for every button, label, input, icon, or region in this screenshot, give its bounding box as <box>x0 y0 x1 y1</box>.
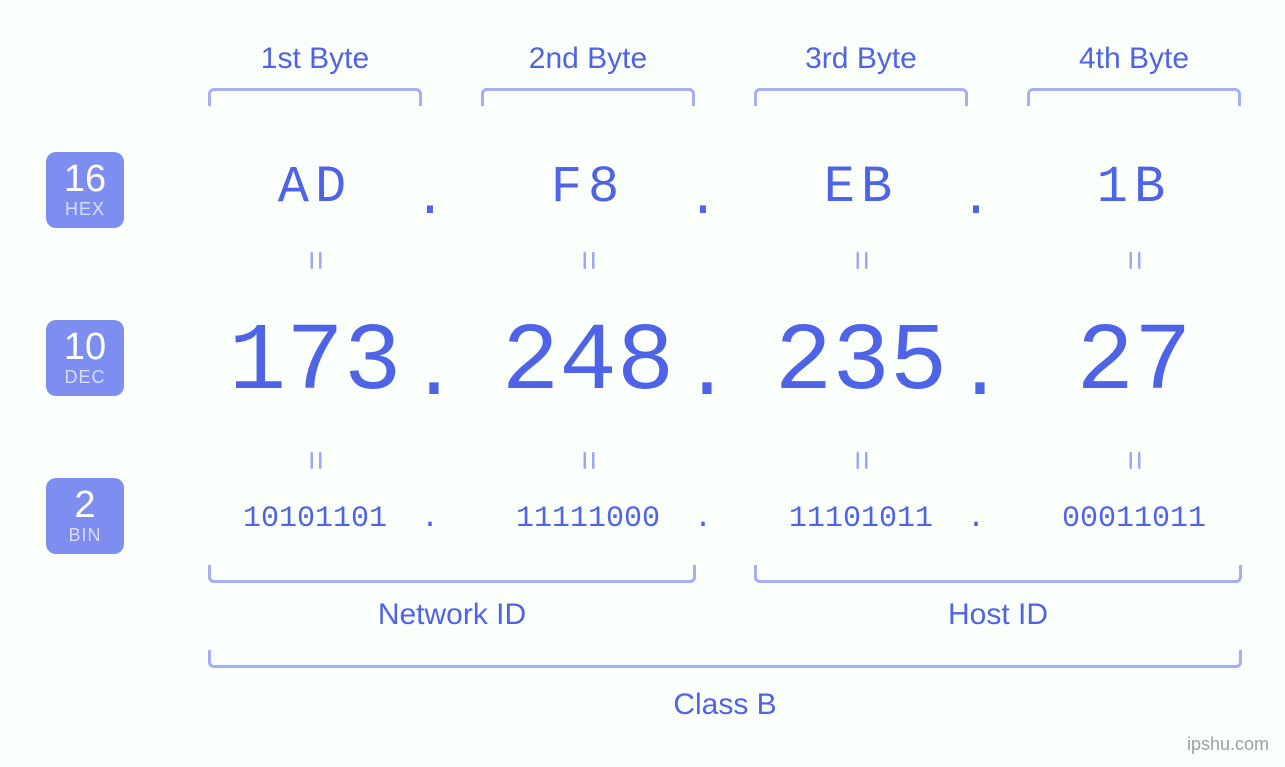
badge-dec-lbl: DEC <box>46 368 124 386</box>
badge-dec: 10 DEC <box>46 320 124 396</box>
bin-byte-1: 10101101 <box>200 502 430 536</box>
byte-header-2: 2nd Byte <box>473 42 703 76</box>
label-network-id: Network ID <box>208 598 696 632</box>
watermark: ipshu.com <box>1187 734 1269 755</box>
equals-decbin-4: = <box>1115 345 1154 575</box>
top-bracket-2 <box>481 88 695 106</box>
equals-decbin-2: = <box>569 345 608 575</box>
bin-byte-3: 11101011 <box>746 502 976 536</box>
hex-dot-3: . <box>956 170 996 229</box>
bin-dot-2: . <box>683 502 723 536</box>
top-bracket-3 <box>754 88 968 106</box>
dec-dot-3: . <box>956 328 996 419</box>
bracket-host-id <box>754 565 1242 583</box>
badge-bin-num: 2 <box>46 486 124 524</box>
bin-dot-1: . <box>410 502 450 536</box>
label-class: Class B <box>208 688 1242 722</box>
badge-hex-lbl: HEX <box>46 200 124 218</box>
badge-bin-lbl: BIN <box>46 526 124 544</box>
badge-hex-num: 16 <box>46 160 124 198</box>
bin-byte-2: 11111000 <box>473 502 703 536</box>
dec-dot-1: . <box>410 328 450 419</box>
badge-hex: 16 HEX <box>46 152 124 228</box>
hex-dot-1: . <box>410 170 450 229</box>
byte-header-3: 3rd Byte <box>746 42 976 76</box>
bracket-network-id <box>208 565 696 583</box>
byte-header-4: 4th Byte <box>1019 42 1249 76</box>
top-bracket-1 <box>208 88 422 106</box>
hex-dot-2: . <box>683 170 723 229</box>
top-bracket-4 <box>1027 88 1241 106</box>
bin-byte-4: 00011011 <box>1019 502 1249 536</box>
badge-bin: 2 BIN <box>46 478 124 554</box>
label-host-id: Host ID <box>754 598 1242 632</box>
equals-decbin-3: = <box>842 345 881 575</box>
badge-dec-num: 10 <box>46 328 124 366</box>
byte-header-1: 1st Byte <box>200 42 430 76</box>
bin-dot-3: . <box>956 502 996 536</box>
equals-decbin-1: = <box>296 345 335 575</box>
bracket-class <box>208 650 1242 668</box>
dec-dot-2: . <box>683 328 723 419</box>
